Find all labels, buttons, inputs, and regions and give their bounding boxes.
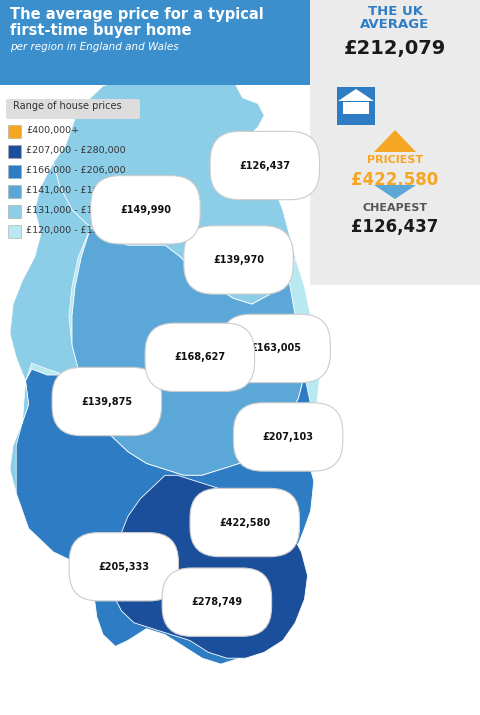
Text: £126,437: £126,437 bbox=[240, 161, 290, 171]
Text: £212,079: £212,079 bbox=[344, 39, 446, 58]
Polygon shape bbox=[10, 80, 320, 664]
Text: 7: 7 bbox=[78, 562, 84, 572]
Text: £168,627: £168,627 bbox=[174, 352, 226, 363]
Text: The average price for a typical: The average price for a typical bbox=[10, 7, 264, 22]
Text: 5: 5 bbox=[230, 343, 237, 353]
Polygon shape bbox=[338, 89, 374, 101]
Polygon shape bbox=[10, 162, 91, 493]
Circle shape bbox=[211, 154, 233, 177]
Text: £207,000 - £280,000: £207,000 - £280,000 bbox=[26, 147, 126, 155]
Text: first-time buyer home: first-time buyer home bbox=[10, 23, 192, 38]
Text: £207,103: £207,103 bbox=[263, 432, 313, 442]
Text: £131,000 - £140,000: £131,000 - £140,000 bbox=[26, 207, 126, 215]
FancyBboxPatch shape bbox=[310, 85, 480, 285]
Text: 6: 6 bbox=[154, 352, 161, 363]
Text: 10: 10 bbox=[195, 518, 209, 528]
Polygon shape bbox=[10, 369, 314, 664]
Text: THE UK: THE UK bbox=[368, 5, 422, 18]
Text: 3: 3 bbox=[192, 255, 199, 265]
Circle shape bbox=[70, 556, 92, 578]
Text: £422,580: £422,580 bbox=[219, 518, 270, 528]
Circle shape bbox=[53, 390, 75, 413]
Text: 2: 2 bbox=[61, 397, 68, 407]
Text: £120,000 - £130,000: £120,000 - £130,000 bbox=[26, 227, 126, 235]
Text: CHEAPEST: CHEAPEST bbox=[362, 203, 428, 213]
FancyBboxPatch shape bbox=[337, 87, 375, 125]
FancyBboxPatch shape bbox=[8, 145, 21, 158]
Circle shape bbox=[222, 337, 244, 360]
FancyBboxPatch shape bbox=[8, 225, 21, 238]
Text: per region in England and Wales: per region in England and Wales bbox=[10, 42, 179, 52]
Text: £126,437: £126,437 bbox=[351, 218, 439, 236]
FancyBboxPatch shape bbox=[8, 205, 21, 218]
Text: 1: 1 bbox=[219, 161, 226, 171]
FancyBboxPatch shape bbox=[8, 185, 21, 198]
Text: £205,333: £205,333 bbox=[98, 562, 149, 572]
Circle shape bbox=[146, 346, 168, 368]
Polygon shape bbox=[374, 130, 416, 152]
FancyBboxPatch shape bbox=[318, 201, 472, 245]
Text: PRICIEST: PRICIEST bbox=[367, 155, 423, 165]
Polygon shape bbox=[53, 80, 295, 304]
FancyBboxPatch shape bbox=[310, 0, 480, 85]
Polygon shape bbox=[343, 102, 369, 114]
Text: AVERAGE: AVERAGE bbox=[360, 18, 430, 31]
Text: 4: 4 bbox=[100, 204, 107, 214]
Circle shape bbox=[92, 199, 114, 221]
FancyBboxPatch shape bbox=[8, 165, 21, 178]
Text: Range of house prices: Range of house prices bbox=[13, 101, 121, 111]
Circle shape bbox=[235, 426, 257, 448]
Text: £400,000+: £400,000+ bbox=[26, 127, 79, 136]
Circle shape bbox=[191, 511, 213, 533]
Text: £278,749: £278,749 bbox=[192, 597, 242, 607]
FancyBboxPatch shape bbox=[6, 99, 140, 119]
Text: £149,990: £149,990 bbox=[120, 204, 171, 214]
Polygon shape bbox=[112, 475, 308, 659]
FancyBboxPatch shape bbox=[0, 0, 310, 85]
Text: 8: 8 bbox=[242, 432, 249, 442]
Text: £139,875: £139,875 bbox=[81, 397, 132, 407]
FancyBboxPatch shape bbox=[8, 125, 21, 138]
Text: £163,005: £163,005 bbox=[250, 343, 301, 353]
Text: 9: 9 bbox=[171, 597, 178, 607]
Text: £422,580: £422,580 bbox=[351, 171, 439, 189]
Circle shape bbox=[163, 591, 185, 613]
FancyBboxPatch shape bbox=[318, 153, 472, 197]
Polygon shape bbox=[72, 227, 304, 475]
Text: £166,000 - £206,000: £166,000 - £206,000 bbox=[26, 167, 126, 175]
Circle shape bbox=[185, 249, 207, 271]
Text: £141,000 - £165,000: £141,000 - £165,000 bbox=[26, 187, 126, 195]
Text: £139,970: £139,970 bbox=[213, 255, 264, 265]
Polygon shape bbox=[374, 185, 416, 199]
